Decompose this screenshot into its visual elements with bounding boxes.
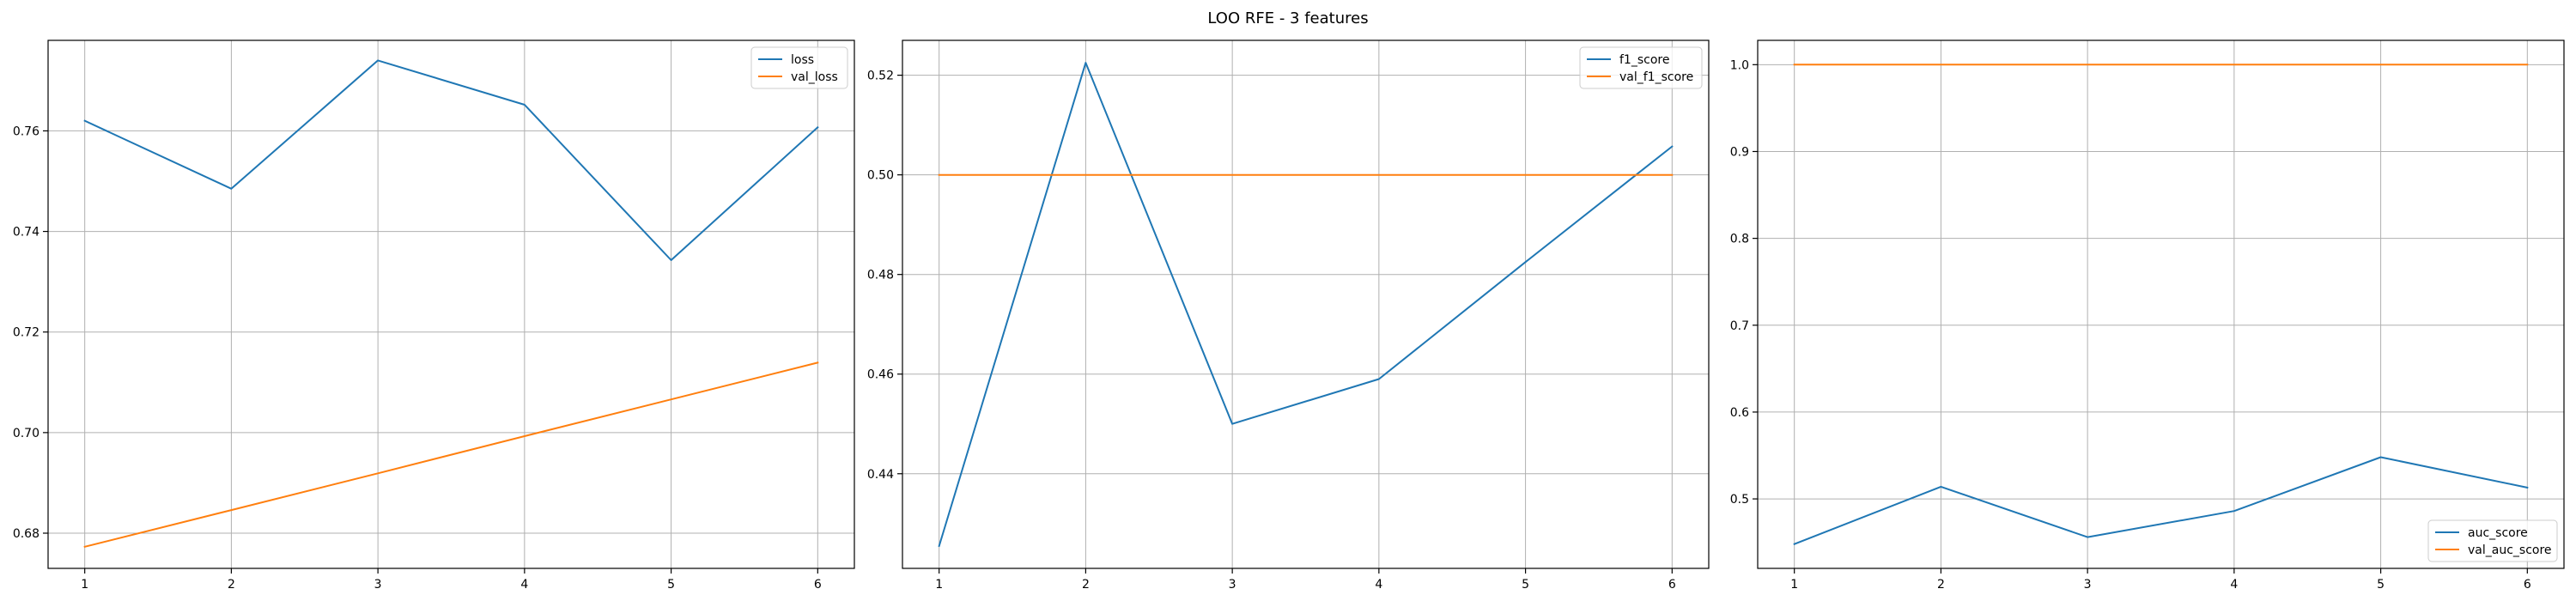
figure-suptitle: LOO RFE - 3 features (1207, 9, 1368, 27)
x-tick-label: 3 (374, 578, 382, 592)
legend-label: f1_score (1619, 53, 1669, 67)
series-line-f1-score (938, 62, 1674, 548)
x-tick-label: 5 (667, 578, 675, 592)
y-tick-label: 0.68 (13, 527, 39, 541)
x-tick-label: 2 (228, 578, 235, 592)
axes-frame (47, 39, 855, 569)
x-tick-label: 2 (1937, 578, 1945, 592)
y-tick-label: 0.46 (867, 368, 894, 382)
x-tick-label: 1 (1790, 578, 1798, 592)
x-tick-label: 2 (1082, 578, 1090, 592)
y-tick-label: 0.72 (13, 326, 39, 340)
x-tick-label: 1 (81, 578, 88, 592)
subplot-1: 1 2 3 4 5 6 0.68 0.70 0.72 0.74 0.76 loss val_loss (13, 39, 855, 592)
y-tick-label: 0.76 (13, 124, 39, 138)
x-tick-label: 1 (935, 578, 943, 592)
x-tick-label: 4 (520, 578, 528, 592)
y-tick-label: 0.74 (13, 226, 39, 240)
legend-label: val_loss (791, 70, 838, 84)
legend-box (1579, 46, 1703, 89)
y-tick-label: 0.6 (1730, 406, 1749, 420)
legend: loss val_loss (750, 46, 848, 89)
axes-frame (902, 39, 1710, 569)
x-tick-label: 4 (2230, 578, 2238, 592)
x-tick-label: 6 (814, 578, 822, 592)
y-tick-label: 0.70 (13, 427, 39, 440)
x-tick-label: 3 (1229, 578, 1236, 592)
y-tick-label: 0.48 (867, 269, 894, 282)
y-tick-label: 1.0 (1730, 58, 1749, 72)
x-tick-label: 3 (2084, 578, 2092, 592)
legend-box (750, 46, 848, 89)
legend-label: val_auc_score (2468, 543, 2552, 557)
y-tick-label: 0.8 (1730, 233, 1749, 246)
x-tick-label: 6 (2524, 578, 2531, 592)
x-tick-label: 5 (1522, 578, 1529, 592)
y-tick-label: 0.9 (1730, 145, 1749, 159)
y-tick-label: 0.50 (867, 169, 894, 183)
subplot-3: 1 2 3 4 5 6 0.5 0.6 0.7 0.8 0.9 1.0 auc_score val_auc… (1730, 39, 2565, 592)
x-tick-label: 6 (1668, 578, 1676, 592)
y-tick-label: 0.52 (867, 70, 894, 83)
legend: auc_score val_auc_score (2427, 519, 2558, 562)
series-line-auc-score (1793, 456, 2529, 545)
subplot-2: 1 2 3 4 5 6 0.44 0.46 0.48 0.50 0.52 f1_score val_f1… (867, 39, 1710, 592)
series-line-loss (83, 59, 819, 261)
y-tick-label: 0.44 (867, 468, 894, 482)
legend-label: auc_score (2468, 526, 2528, 540)
legend-label: val_f1_score (1619, 70, 1693, 84)
x-tick-label: 5 (2377, 578, 2385, 592)
legend-box (2427, 519, 2558, 562)
legend-label: loss (791, 53, 814, 67)
y-tick-label: 0.7 (1730, 319, 1749, 333)
x-tick-label: 4 (1375, 578, 1382, 592)
axes-frame (1757, 39, 2565, 569)
series-line-val-loss (83, 361, 819, 549)
legend: f1_score val_f1_score (1579, 46, 1703, 89)
y-tick-label: 0.5 (1730, 493, 1749, 507)
